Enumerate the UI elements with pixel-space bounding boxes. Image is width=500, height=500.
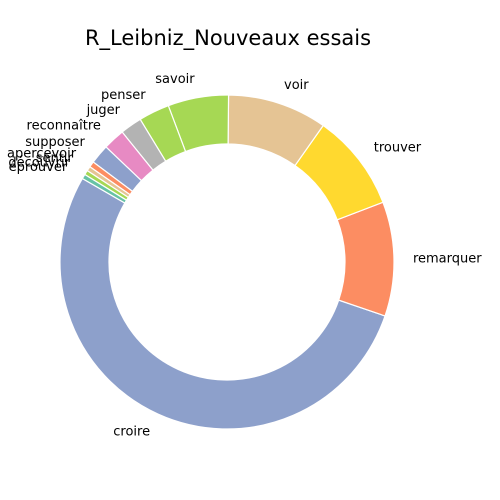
slice-label-7: reconnaître	[27, 118, 101, 133]
slice-label-8: supposer	[25, 135, 85, 150]
slice-label-12: éprouver	[9, 160, 68, 175]
slice-label-4: savoir	[155, 72, 195, 87]
slice-label-2: trouver	[374, 141, 422, 156]
slice-label-1: remarquer	[413, 252, 482, 267]
slice-0	[59, 177, 386, 430]
slice-label-0: croire	[113, 424, 150, 439]
slice-label-10: sentir	[36, 151, 74, 166]
donut-slices	[59, 94, 395, 430]
slice-label-11: découvrir	[8, 155, 70, 170]
slice-label-5: penser	[101, 88, 146, 103]
slice-label-3: voir	[284, 78, 309, 93]
slice-12	[81, 173, 128, 204]
slice-1	[336, 201, 395, 317]
slice-label-9: apercevoir	[7, 146, 77, 161]
slice-label-6: juger	[86, 103, 121, 118]
chart-title: R_Leibniz_Nouveaux essais	[85, 26, 371, 51]
slice-labels: croire remarquer trouver voir savoir penserju…	[7, 72, 482, 440]
